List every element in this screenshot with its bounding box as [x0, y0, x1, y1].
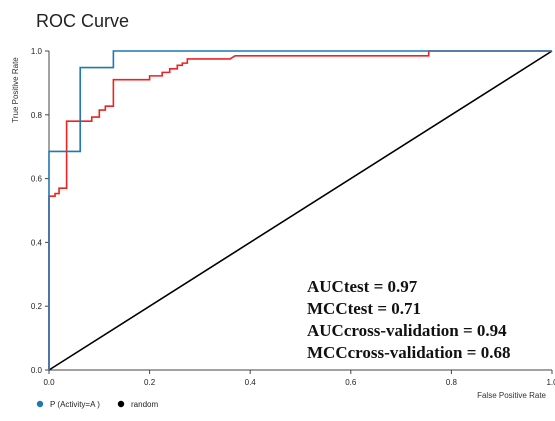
series-line-red [48, 50, 552, 370]
metric-annotation: AUCcross-validation = 0.94 [307, 321, 507, 340]
y-axis-title: True Positive Rate [11, 57, 20, 123]
metric-annotations: AUCtest = 0.97 MCCtest = 0.71 AUCcross-val… [307, 277, 510, 362]
y-tick-label: 0.4 [31, 238, 43, 247]
y-tick-label: 0.6 [31, 175, 43, 184]
axis-ticks: 0.0 0.2 0.4 0.6 0.8 1.0 0.0 0.2 0.4 0.6 0.8 1.0 [31, 47, 555, 387]
legend-label: P (Activity=A ) [50, 400, 100, 409]
legend-marker [117, 400, 125, 408]
legend-label: random [131, 400, 158, 409]
series-lines [48, 50, 553, 371]
y-tick-label: 0.2 [31, 302, 43, 311]
y-tick-label: 1.0 [31, 47, 43, 56]
x-axis-title: False Positive Rate [477, 391, 546, 400]
legend: P (Activity=A ) random [36, 400, 158, 409]
series-line-p-activity-a [48, 50, 552, 370]
legend-marker [36, 400, 44, 408]
y-tick-label: 0.0 [31, 366, 43, 375]
x-tick-label: 1.0 [546, 378, 555, 387]
metric-annotation: AUCtest = 0.97 [307, 277, 418, 296]
metric-annotation: MCCcross-validation = 0.68 [307, 343, 510, 362]
x-tick-label: 0.6 [345, 378, 357, 387]
x-tick-label: 0.0 [43, 378, 55, 387]
chart-title: ROC Curve [36, 11, 129, 31]
y-tick-label: 0.8 [31, 111, 43, 120]
x-tick-label: 0.2 [144, 378, 156, 387]
x-tick-label: 0.4 [245, 378, 257, 387]
x-tick-label: 0.8 [446, 378, 458, 387]
metric-annotation: MCCtest = 0.71 [307, 299, 421, 318]
series-line-random [48, 50, 553, 371]
